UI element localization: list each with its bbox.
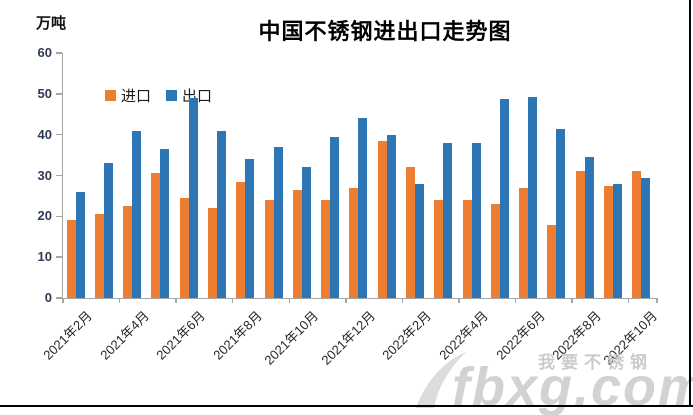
bar-import-2021年9月: [264, 200, 274, 298]
x-axis-tick: [571, 298, 573, 303]
y-tick-label-60: 60: [37, 45, 52, 60]
export-series-swatch-icon: [166, 90, 178, 101]
x-tick-label-2021年10月: 2021年10月: [261, 308, 322, 368]
x-axis-tick: [656, 298, 658, 303]
y-axis-tick: [56, 133, 62, 136]
bar-import-2022年8月: [575, 171, 585, 298]
y-tick-label-40: 40: [37, 126, 52, 142]
x-tick-label-2022年6月: 2022年6月: [492, 308, 548, 363]
y-tick-label-0: 0: [44, 290, 52, 305]
bar-import-2022年9月: [603, 185, 613, 298]
bar-export-2021年12月: [358, 118, 368, 298]
bar-export-2021年7月: [216, 130, 226, 298]
bar-import-2022年4月: [462, 200, 472, 298]
bar-export-2021年10月: [301, 167, 311, 298]
bar-import-2022年10月: [632, 171, 642, 298]
chart-legend: 进口 出口: [105, 85, 212, 106]
y-axis-tick: [56, 93, 62, 95]
import-series-swatch-icon: [105, 90, 116, 101]
bar-import-2021年6月: [179, 197, 189, 298]
x-tick-label-2021年12月: 2021年12月: [318, 308, 378, 368]
x-tick-label-2021年8月: 2021年8月: [210, 308, 265, 363]
x-axis-tick: [627, 298, 630, 303]
x-axis-tick: [288, 298, 291, 303]
x-axis-tick: [345, 298, 347, 303]
bar-import-2022年3月: [434, 200, 444, 298]
x-tick-label-2021年6月: 2021年6月: [153, 308, 209, 363]
bar-export-2022年4月: [471, 142, 481, 298]
bar-export-2022年3月: [443, 142, 453, 298]
y-axis-tick: [56, 174, 62, 177]
y-tick-label-30: 30: [37, 167, 52, 183]
y-axis-unit-label: 万吨: [36, 15, 67, 32]
x-axis-tick: [401, 298, 404, 303]
bar-export-2021年4月: [132, 130, 142, 298]
bar-import-2021年11月: [321, 200, 331, 298]
bar-export-2021年8月: [245, 159, 255, 298]
bar-export-2021年2月: [75, 191, 85, 298]
bar-import-2022年6月: [519, 187, 529, 298]
bar-export-2022年2月: [414, 183, 424, 298]
bar-import-2021年2月: [66, 220, 76, 298]
cell-border-right: [689, 0, 691, 407]
x-axis-tick: [62, 298, 64, 303]
x-tick-label-2021年2月: 2021年2月: [40, 308, 95, 363]
bar-export-2021年3月: [103, 163, 113, 298]
x-axis-tick: [231, 298, 234, 303]
bar-import-2021年12月: [349, 187, 359, 298]
bar-export-2021年9月: [273, 146, 283, 298]
x-axis-tick: [514, 298, 517, 303]
bar-import-2022年1月: [377, 140, 387, 298]
x-axis-tick: [175, 298, 177, 303]
bar-import-2021年4月: [123, 206, 133, 298]
bar-export-2022年8月: [584, 157, 594, 298]
x-axis-tick: [118, 298, 121, 303]
x-tick-label-2022年4月: 2022年4月: [436, 308, 491, 363]
bar-export-2022年6月: [528, 97, 538, 298]
bar-import-2021年5月: [151, 173, 161, 298]
bar-export-2021年11月: [330, 136, 340, 298]
bar-export-2022年9月: [612, 183, 622, 298]
y-axis-tick: [56, 215, 62, 218]
y-axis-tick: [56, 297, 62, 299]
bar-import-2022年7月: [547, 224, 557, 298]
y-tick-label-10: 10: [37, 249, 52, 265]
chart-title: 中国不锈钢进出口走势图: [258, 19, 512, 44]
bar-import-2021年3月: [94, 214, 104, 298]
x-tick-label-2021年4月: 2021年4月: [96, 308, 152, 363]
plot-area: [56, 52, 658, 303]
y-tick-label-50: 50: [37, 85, 52, 101]
cell-border-bottom: [0, 405, 693, 407]
y-axis-tick: [56, 52, 62, 54]
bar-export-2022年7月: [556, 128, 566, 298]
x-tick-label-2022年2月: 2022年2月: [379, 308, 435, 363]
bar-export-2022年5月: [499, 98, 509, 298]
bar-import-2022年2月: [405, 167, 415, 298]
bar-import-2021年8月: [236, 181, 246, 298]
x-axis-tick: [458, 298, 460, 303]
bar-import-2022年5月: [490, 204, 500, 298]
legend-label-import: 进口: [121, 88, 152, 105]
y-tick-label-20: 20: [37, 208, 52, 224]
bar-import-2021年10月: [292, 189, 302, 298]
bar-import-2021年7月: [207, 208, 217, 298]
bar-export-2021年6月: [188, 97, 198, 298]
bar-export-2022年10月: [641, 177, 651, 298]
legend-item-import: 进口: [105, 85, 151, 106]
x-tick-label-2022年8月: 2022年8月: [549, 308, 605, 363]
bar-export-2022年1月: [386, 134, 396, 298]
watermark-swoosh-icon: [416, 352, 466, 408]
y-axis-tick: [56, 256, 62, 258]
x-tick-label-2022年10月: 2022年10月: [600, 308, 661, 368]
bar-export-2021年5月: [160, 148, 170, 298]
